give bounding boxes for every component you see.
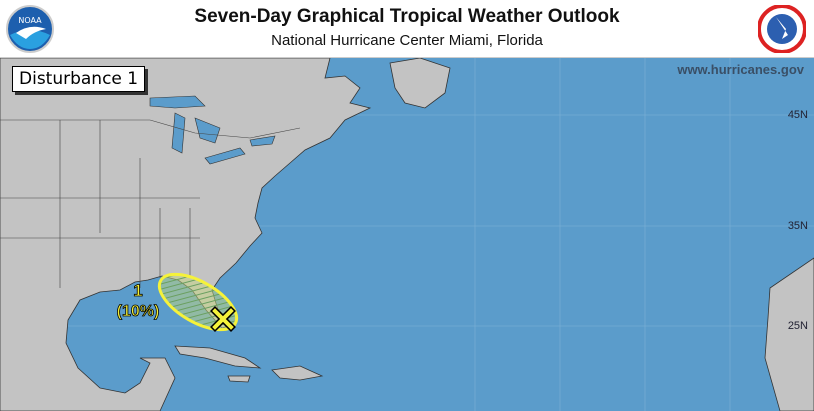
panel-label: Disturbance 1 — [12, 66, 146, 92]
page-subtitle: National Hurricane Center Miami, Florida — [271, 32, 543, 49]
page-title: Seven-Day Graphical Tropical Weather Out… — [194, 6, 620, 27]
lat-label-25n: 25N — [787, 320, 808, 332]
disturbance-number: 1 — [133, 281, 142, 300]
lat-label-45n: 45N — [787, 109, 808, 121]
header: NOAA Seven-Day Graphical Tropical Weathe… — [0, 0, 814, 58]
lat-label-35n: 35N — [787, 220, 808, 232]
website-link[interactable]: www.hurricanes.gov — [677, 62, 804, 77]
nws-logo — [758, 5, 806, 53]
svg-text:NOAA: NOAA — [18, 16, 42, 25]
noaa-logo: NOAA — [6, 5, 54, 53]
x-icon[interactable] — [210, 306, 236, 332]
disturbance-probability: (10%) — [117, 303, 160, 320]
map[interactable]: 1 (10%) — [0, 58, 814, 411]
land — [0, 58, 814, 411]
borders — [0, 119, 301, 288]
great-lakes — [149, 95, 276, 165]
